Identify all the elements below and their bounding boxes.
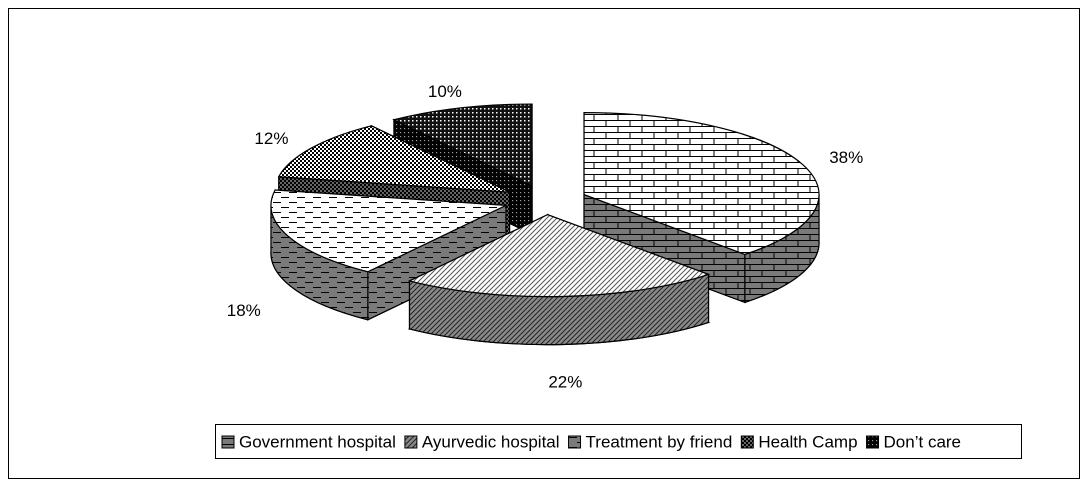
data-label: 38% — [829, 148, 863, 167]
data-label: 12% — [254, 129, 288, 148]
legend-label: Ayurvedic hospital — [422, 432, 560, 451]
legend-label: Treatment by friend — [586, 432, 733, 451]
legend-swatch — [866, 435, 880, 449]
data-label: 22% — [548, 372, 582, 391]
legend-swatch — [740, 435, 754, 449]
legend-frame — [215, 424, 1022, 459]
pie-slice — [407, 213, 711, 346]
pie-slice — [583, 112, 820, 304]
legend-label: Government hospital — [239, 432, 396, 451]
legend-swatch — [568, 435, 582, 449]
slice-top — [407, 213, 711, 298]
pie-slice — [270, 189, 509, 321]
legend-swatch — [221, 435, 235, 449]
slice-top — [270, 189, 509, 273]
legend-label: Health Camp — [758, 432, 857, 451]
data-label: 18% — [227, 301, 261, 320]
data-label: 10% — [428, 82, 462, 101]
legend-swatch — [404, 435, 418, 449]
slice-top — [392, 103, 533, 188]
slice-top — [583, 112, 820, 256]
slice-top — [277, 125, 510, 193]
legend-label: Don’t care — [884, 432, 961, 451]
